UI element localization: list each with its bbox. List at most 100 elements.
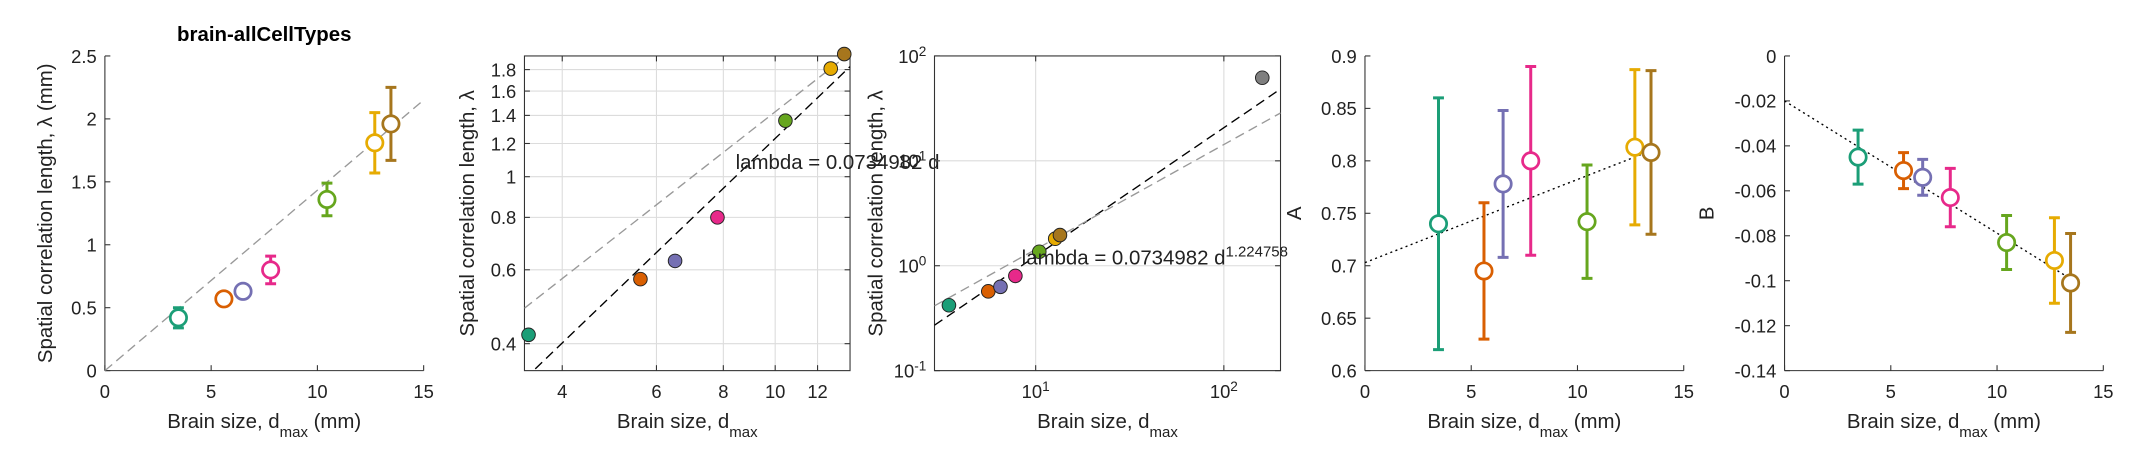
- y-tick-label: -0.12: [1734, 315, 1776, 336]
- x-tick-label: 10: [307, 381, 327, 402]
- y-tick-label-base: 10: [898, 256, 918, 277]
- x-tick-label: 12: [807, 381, 827, 402]
- y-axis-label: B: [1697, 206, 1719, 220]
- y-tick-label: 10-1: [894, 358, 927, 382]
- data-point: [1008, 268, 1023, 284]
- x-tick-label: 10: [765, 381, 785, 402]
- x-axis-label: Brain size, dmax (mm): [1847, 411, 2041, 441]
- panel: 0 5 10 15 0.6 0.65 0.7 0.75 0.8 0.85 0.9 Brain size…: [1284, 46, 1694, 441]
- annotation-exp: 1.224758: [1226, 243, 1288, 260]
- panel: 0 5 10 15 0 0.5 1 1.5 2 2.5 Brain size, dmax (mm) S…: [35, 24, 434, 440]
- y-tick-label: -0.04: [1734, 136, 1776, 157]
- axes-box: [523, 55, 851, 372]
- y-tick-label: 0.4: [491, 333, 517, 354]
- y-tick-label: -0.02: [1734, 91, 1776, 112]
- fit-line: [1364, 149, 1653, 264]
- y-tick-label: 0.85: [1321, 98, 1357, 119]
- panel: 0 5 10 15 -0.14 -0.12 -0.1 -0.08 -0.06 -0.04 -0.02…: [1697, 46, 2114, 441]
- fit-line: [934, 112, 1281, 307]
- x-tick-label: 0: [1779, 381, 1789, 402]
- y-tick-label: 0.6: [1331, 360, 1357, 381]
- x-tick-label: 6: [651, 381, 661, 402]
- x-tick-label-exp: 1: [1042, 378, 1050, 393]
- annotation-text: lambda = 0.0734982 d: [736, 152, 940, 174]
- y-tick-label-base: 10: [898, 151, 918, 172]
- y-tick-label: 1: [506, 167, 516, 188]
- y-tick-label: 0.9: [1331, 46, 1357, 67]
- data-point: [1052, 227, 1068, 243]
- annotation-text: lambda = 0.0734982 d: [1022, 247, 1226, 269]
- fit-line: [934, 88, 1281, 326]
- x-tick-label: 15: [1674, 381, 1694, 402]
- x-label-text: Brain size, d: [1037, 411, 1149, 433]
- y-tick-label: 2: [86, 109, 96, 130]
- x-tick-label-base: 10: [1022, 381, 1042, 402]
- y-tick-label: -0.1: [1745, 271, 1777, 292]
- data-point: [365, 133, 385, 153]
- data-point: [261, 260, 281, 280]
- x-tick-label: 15: [2093, 381, 2113, 402]
- data-point: [710, 210, 725, 225]
- y-tick-label: 101: [898, 148, 926, 172]
- data-point: [836, 46, 852, 62]
- y-axis-label: Spatial correlation length, λ (mm): [35, 63, 57, 363]
- y-tick-label-base: 10: [898, 46, 918, 67]
- x-axis-label: Brain size, dmax (mm): [1427, 411, 1621, 441]
- data-point: [381, 114, 401, 134]
- x-tick-label: 10: [1567, 381, 1587, 402]
- annotation: lambda = 0.0734982 d1.224758: [1022, 243, 1288, 270]
- y-tick-label: 1.6: [491, 81, 517, 102]
- y-tick-label-exp: 2: [919, 43, 927, 58]
- data-point: [633, 271, 648, 287]
- data-point: [233, 281, 253, 301]
- data-point: [1913, 167, 1933, 187]
- x-label-sub: max: [1540, 423, 1569, 440]
- data-point: [1474, 261, 1494, 281]
- x-tick-label: 0: [100, 381, 110, 402]
- y-tick-label: 100: [898, 253, 926, 276]
- x-axis-label: Brain size, dmax: [617, 411, 758, 441]
- data-point: [993, 279, 1008, 295]
- x-label-text: Brain size, d: [617, 411, 729, 433]
- x-label-sub: max: [1150, 423, 1179, 440]
- x-label-text: Brain size, d: [167, 411, 279, 433]
- data-point: [1577, 212, 1597, 232]
- x-axis-label: Brain size, dmax: [1037, 411, 1178, 441]
- axes-box: [933, 55, 1282, 372]
- y-tick-label: 0.6: [491, 260, 517, 281]
- data-point: [1625, 137, 1645, 157]
- data-point: [317, 189, 337, 209]
- fit-line: [524, 55, 848, 309]
- y-tick-label: 1.2: [491, 133, 517, 154]
- data-point: [1848, 147, 1868, 167]
- x-tick-label-base: 10: [1210, 381, 1230, 402]
- y-tick-label: 2.5: [71, 46, 97, 67]
- data-point: [1641, 142, 1661, 162]
- x-tick-label: 5: [206, 381, 216, 402]
- y-tick-label-exp: -1: [914, 358, 926, 373]
- data-point: [1940, 188, 1960, 208]
- data-point: [823, 61, 839, 76]
- y-tick-label: -0.14: [1734, 360, 1776, 381]
- y-tick-label-exp: 1: [919, 148, 927, 163]
- x-tick-label: 15: [413, 381, 433, 402]
- y-tick-label: 102: [898, 43, 926, 66]
- x-label-sub: max: [280, 423, 309, 440]
- y-tick-label-exp: 0: [919, 253, 927, 268]
- data-point: [778, 113, 793, 128]
- x-tick-label: 102: [1210, 378, 1238, 402]
- data-point: [1521, 151, 1541, 171]
- x-label-tail: (mm): [308, 411, 361, 433]
- x-label-sub: max: [729, 423, 758, 440]
- data-point: [214, 289, 234, 309]
- y-tick-label: 0.75: [1321, 203, 1357, 224]
- y-tick-label-base: 10: [894, 360, 914, 381]
- fit-line: [1784, 100, 2074, 282]
- x-label-text: Brain size, d: [1427, 411, 1539, 433]
- data-point: [521, 327, 536, 343]
- x-label-sub: max: [1959, 423, 1988, 440]
- data-point: [1997, 232, 2017, 253]
- y-tick-label: 0.8: [491, 207, 517, 228]
